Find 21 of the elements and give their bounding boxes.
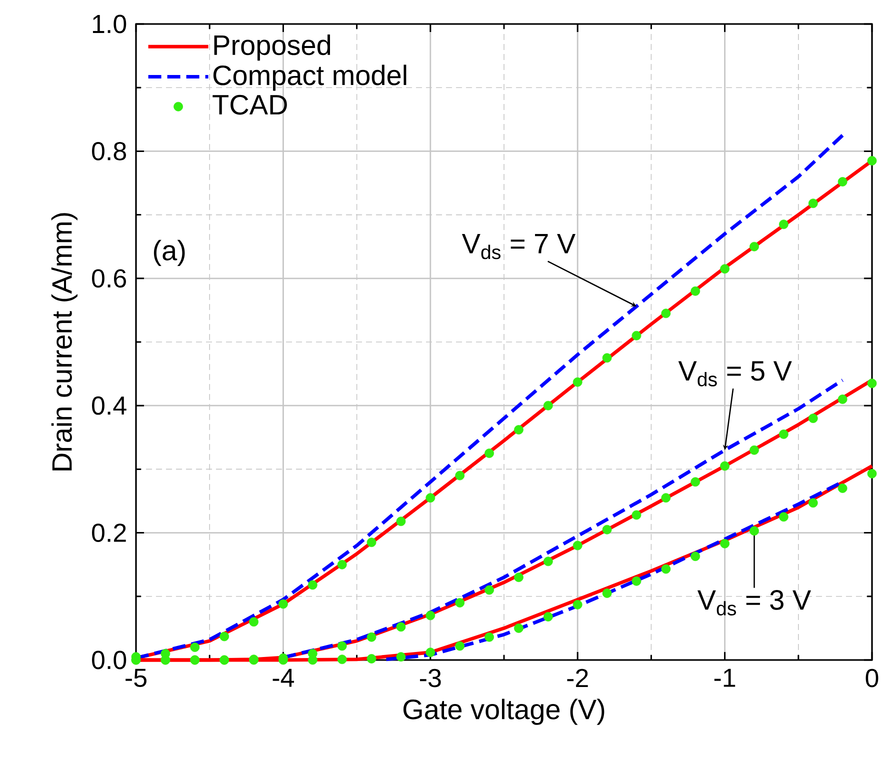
y-tick-label: 0.8: [92, 142, 126, 160]
y-tick-label: 0.2: [92, 524, 126, 542]
x-axis-title: Gate voltage (V): [403, 698, 604, 725]
y-tick-label: 0.6: [92, 269, 126, 288]
y-tick-label: 0.4: [92, 396, 126, 415]
x-tick-label: 0: [866, 668, 878, 688]
x-tick-label: -3: [420, 668, 441, 688]
x-tick-label: -1: [714, 668, 736, 687]
legend-label: Proposed: [214, 34, 330, 61]
y-axis-title: Drain current (A/mm): [51, 213, 78, 470]
x-tick-label: -2: [567, 668, 588, 688]
y-tick-label: 0.0: [92, 650, 126, 670]
annotation: V$_{ds}$ = 5 V: [678, 361, 792, 386]
legend-label: TCAD: [212, 94, 287, 115]
annotation: V$_{ds}$ = 3 V: [697, 590, 811, 616]
legend-label: Compact model: [213, 64, 406, 91]
annotation: (a): [154, 240, 185, 266]
y-tick-label: 1.0: [92, 14, 126, 34]
x-tick-label: -4: [272, 668, 294, 687]
x-tick-label: -5: [126, 668, 146, 688]
annotation: V$_{ds}$ = 7 V: [462, 234, 576, 260]
